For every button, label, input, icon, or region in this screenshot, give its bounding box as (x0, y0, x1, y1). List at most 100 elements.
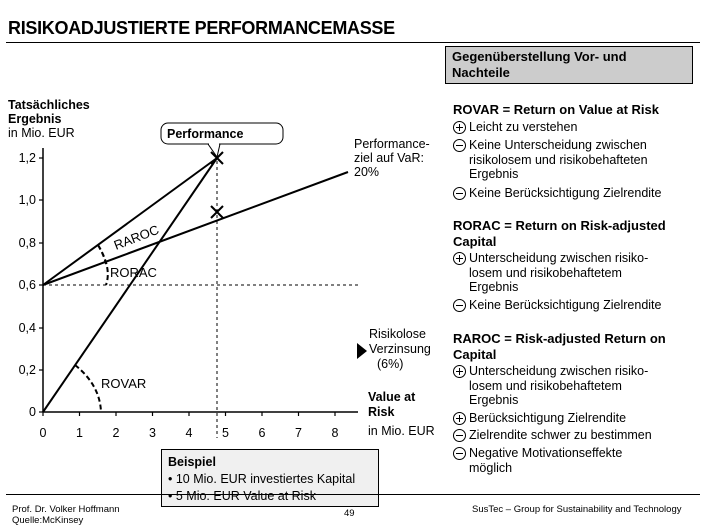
rovar-angle-arc (74, 364, 102, 413)
performance-callout-box (160, 122, 284, 145)
y-tick-label: 0,4 (19, 321, 36, 335)
bullet-icon: • (168, 472, 176, 486)
rovar-label: ROVAR (101, 376, 146, 391)
riskfree-rate-label: Risikolose Verzinsung (6%) (369, 327, 431, 372)
example-bullet-2-text: 5 Mio. EUR Value at Risk (175, 489, 316, 503)
rorac-con-1: Keine Berücksichtigung Zielrendite (453, 298, 703, 313)
item-text-line-2: möglich (469, 460, 513, 475)
rorac-pro-1: Unterscheidung zwischen risiko- losem un… (453, 251, 703, 295)
rovar-line (42, 157, 218, 413)
x-tick-label: 8 (332, 426, 339, 440)
example-bullet-1-text: 10 Mio. EUR investiertes Kapital (175, 472, 356, 486)
x-axis-label-line-1: Value at (368, 390, 416, 404)
rorac-section-title: RORAC = Return on Risk-adjusted Capital (453, 218, 698, 250)
item-text: Keine Berücksichtigung Zielrendite (469, 298, 662, 312)
item-text-line-1: Unterscheidung zwischen risiko- (469, 364, 649, 378)
y-axis-label: Tatsächliches Ergebnis in Mio. EUR (8, 98, 90, 140)
performance-label: Performance (167, 127, 243, 141)
footer-org: SusTec – Group for Sustainability and Te… (472, 504, 682, 515)
y-tick-label: 0,8 (19, 236, 36, 250)
y-axis-label-line-3: in Mio. EUR (8, 126, 75, 140)
raroc-pro-2: Berücksichtigung Zielrendite (453, 411, 703, 426)
page-title: RISIKOADJUSTIERTE PERFORMANCEMASSE (8, 18, 395, 38)
minus-icon (453, 187, 466, 200)
plus-icon (453, 412, 466, 425)
y-tick-label: 1,0 (19, 193, 36, 207)
y-tick-label: 0 (29, 405, 36, 419)
rorac-label: RORAC (110, 265, 157, 280)
x-tick-label: 1 (76, 426, 83, 440)
target-performance-marker (210, 205, 224, 219)
y-axis-label-line-2: Ergebnis (8, 112, 62, 126)
title-divider (6, 42, 700, 43)
footer-author: Prof. Dr. Volker Hoffmann (12, 504, 120, 515)
x-axis-arrowhead (357, 343, 367, 359)
raroc-section-title: RAROC = Risk-adjusted Return on Capital (453, 331, 698, 363)
raroc-title-line-2: Capital (453, 347, 497, 362)
item-text-line-3: Ergebnis (469, 280, 519, 295)
rovar-con-2: Keine Berücksichtigung Zielrendite (453, 186, 703, 201)
x-axis-label: Value at Risk in Mio. EUR (368, 390, 435, 439)
rorac-title-line-1: RORAC = Return on Risk-adjusted (453, 218, 666, 233)
x-tick-label: 5 (222, 426, 229, 440)
y-tick-label: 0,2 (19, 363, 36, 377)
riskfree-line-1: Risikolose (369, 327, 426, 341)
y-axis-ticks: 1,2 1,0 0,8 0,6 0,4 0,2 0 (19, 151, 43, 419)
plus-icon (453, 121, 466, 134)
minus-icon (453, 299, 466, 312)
item-text-line-1: Keine Unterscheidung zwischen (469, 138, 647, 152)
item-text-line-1: Unterscheidung zwischen risiko- (469, 251, 649, 265)
performance-target-label: Performance- ziel auf VaR: 20% (354, 137, 430, 179)
item-text: Zielrendite schwer zu bestimmen (469, 428, 652, 442)
y-tick-label: 1,2 (19, 151, 36, 165)
x-axis-label-line-2: Risk (368, 405, 395, 419)
x-axis-label-line-3: in Mio. EUR (368, 424, 435, 438)
plus-icon (453, 252, 466, 265)
item-text-line-3: Ergebnis (469, 167, 519, 182)
rovar-title-line: ROVAR = Return on Value at Risk (453, 102, 660, 117)
riskfree-line-2: Verzinsung (369, 342, 431, 356)
item-text-line-1: Negative Motivationseffekte (469, 446, 623, 460)
rorac-title-line-2: Capital (453, 234, 497, 249)
footer-source: Quelle:McKinsey (12, 515, 84, 526)
example-title: Beispiel (168, 455, 216, 469)
minus-icon (453, 139, 466, 152)
plus-icon (453, 365, 466, 378)
x-tick-label: 2 (113, 426, 120, 440)
y-axis-label-line-1: Tatsächliches (8, 98, 90, 112)
rovar-con-1: Keine Unterscheidung zwischen risikolose… (453, 138, 703, 182)
performance-target-line-1: Performance- (354, 137, 430, 151)
raroc-con-2: Negative Motivationseffekte möglich (453, 446, 703, 475)
performance-target-line-3: 20% (354, 165, 380, 179)
item-text-line-2: losem und risikobehaftetem (469, 265, 622, 280)
item-text: Berücksichtigung Zielrendite (469, 411, 627, 425)
raroc-pro-1: Unterscheidung zwischen risiko- losem un… (453, 364, 703, 408)
rovar-section-title: ROVAR = Return on Value at Risk (453, 102, 698, 118)
x-tick-label: 6 (259, 426, 266, 440)
item-text: Leicht zu verstehen (469, 120, 578, 134)
footer-page-number: 49 (344, 508, 355, 519)
example-bullet-2: • 5 Mio. EUR Value at Risk (168, 488, 378, 505)
item-text: Keine Berücksichtigung Zielrendite (469, 186, 662, 200)
bullet-icon: • (168, 489, 176, 503)
raroc-title-line-1: RAROC = Risk-adjusted Return on (453, 331, 666, 346)
x-tick-label: 7 (295, 426, 302, 440)
raroc-angle-arc (97, 244, 107, 265)
riskfree-line-3: (6%) (377, 357, 404, 371)
raroc-con-1: Zielrendite schwer zu bestimmen (453, 428, 703, 443)
actual-performance-marker (210, 151, 224, 165)
rovar-pro-1: Leicht zu verstehen (453, 120, 703, 135)
panel-header: Gegenüberstellung Vor- und Nachteile (445, 46, 693, 84)
raroc-label: RAROC (112, 222, 161, 253)
target-performance-line (42, 171, 349, 286)
item-text-line-3: Ergebnis (469, 393, 519, 408)
minus-icon (453, 429, 466, 442)
y-tick-label: 0,6 (19, 278, 36, 292)
minus-icon (453, 447, 466, 460)
item-text-line-2: losem und risikobehaftetem (469, 378, 622, 393)
x-tick-label: 4 (186, 426, 193, 440)
example-bullet-1: • 10 Mio. EUR investiertes Kapital (168, 471, 378, 488)
panel-header-line-1: Gegenüberstellung Vor- und (452, 49, 627, 64)
x-tick-label: 3 (149, 426, 156, 440)
